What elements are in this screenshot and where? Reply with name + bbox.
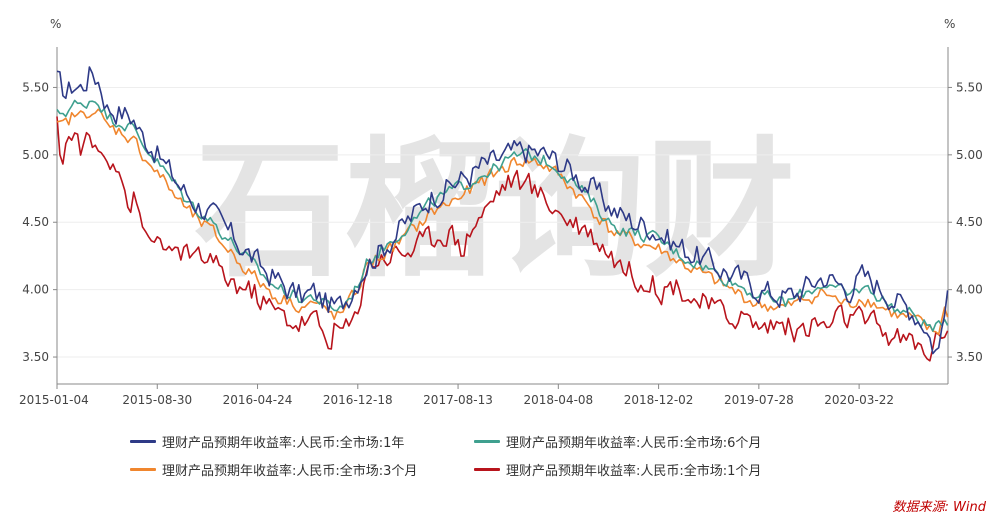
- legend-swatch-1y: [130, 440, 156, 443]
- y-tick-label-left: 5.00: [22, 148, 49, 162]
- legend-label-1y: 理财产品预期年收益率:人民币:全市场:1年: [162, 436, 405, 451]
- legend-swatch-6m: [474, 440, 500, 443]
- legend-item-3m: 理财产品预期年收益率:人民币:全市场:3个月: [130, 460, 417, 479]
- x-tick-label: 2020-03-22: [824, 393, 894, 407]
- legend-swatch-3m: [130, 468, 156, 471]
- x-tick-label: 2019-07-28: [724, 393, 794, 407]
- y-tick-label-left: 3.50: [22, 350, 49, 364]
- x-tick-label: 2018-12-02: [624, 393, 694, 407]
- legend-item-1y: 理财产品预期年收益率:人民币:全市场:1年: [130, 432, 404, 451]
- x-tick-label: 2016-04-24: [223, 393, 293, 407]
- x-tick-label: 2015-01-04: [19, 393, 89, 407]
- x-tick-label: 2016-12-18: [323, 393, 393, 407]
- legend-swatch-1m: [474, 468, 500, 471]
- x-tick-label: 2015-08-30: [122, 393, 192, 407]
- x-tick-label: 2017-08-13: [423, 393, 493, 407]
- legend-item-6m: 理财产品预期年收益率:人民币:全市场:6个月: [474, 432, 761, 451]
- y-tick-label-right: 5.50: [956, 80, 983, 94]
- axis-ticks: 5.50 5.50 5.00 5.00 4.50 4.50 4.00 4.00 3.50 3.50…: [19, 80, 983, 407]
- legend-label-3m: 理财产品预期年收益率:人民币:全市场:3个月: [162, 464, 418, 479]
- data-source: 数据来源: Wind: [892, 500, 986, 515]
- legend-item-1m: 理财产品预期年收益率:人民币:全市场:1个月: [474, 460, 761, 479]
- legend-label-6m: 理财产品预期年收益率:人民币:全市场:6个月: [506, 436, 762, 451]
- x-tick-label: 2018-04-08: [523, 393, 593, 407]
- y-unit-left: %: [50, 17, 61, 31]
- series-line-3: [56, 116, 949, 362]
- legend-label-1m: 理财产品预期年收益率:人民币:全市场:1个月: [506, 464, 762, 479]
- line-chart: 石榴询财 % % 5.50 5.505.00 5.004.50 4.504.00 4.0…: [19, 17, 983, 407]
- series-line-0: [56, 66, 949, 355]
- y-tick-label-right: 4.50: [956, 215, 983, 229]
- y-tick-label-right: 4.00: [956, 283, 983, 297]
- y-tick-label-right: 5.00: [956, 148, 983, 162]
- y-tick-label-left: 5.50: [22, 80, 49, 94]
- legend: 理财产品预期年收益率:人民币:全市场:1年 理财产品预期年收益率:人民币:全市场…: [0, 432, 1000, 492]
- series-lines: [56, 66, 949, 362]
- axes: % %: [50, 17, 955, 385]
- y-tick-label-left: 4.00: [22, 283, 49, 297]
- y-tick-label-left: 4.50: [22, 215, 49, 229]
- y-unit-right: %: [944, 17, 955, 31]
- y-tick-label-right: 3.50: [956, 350, 983, 364]
